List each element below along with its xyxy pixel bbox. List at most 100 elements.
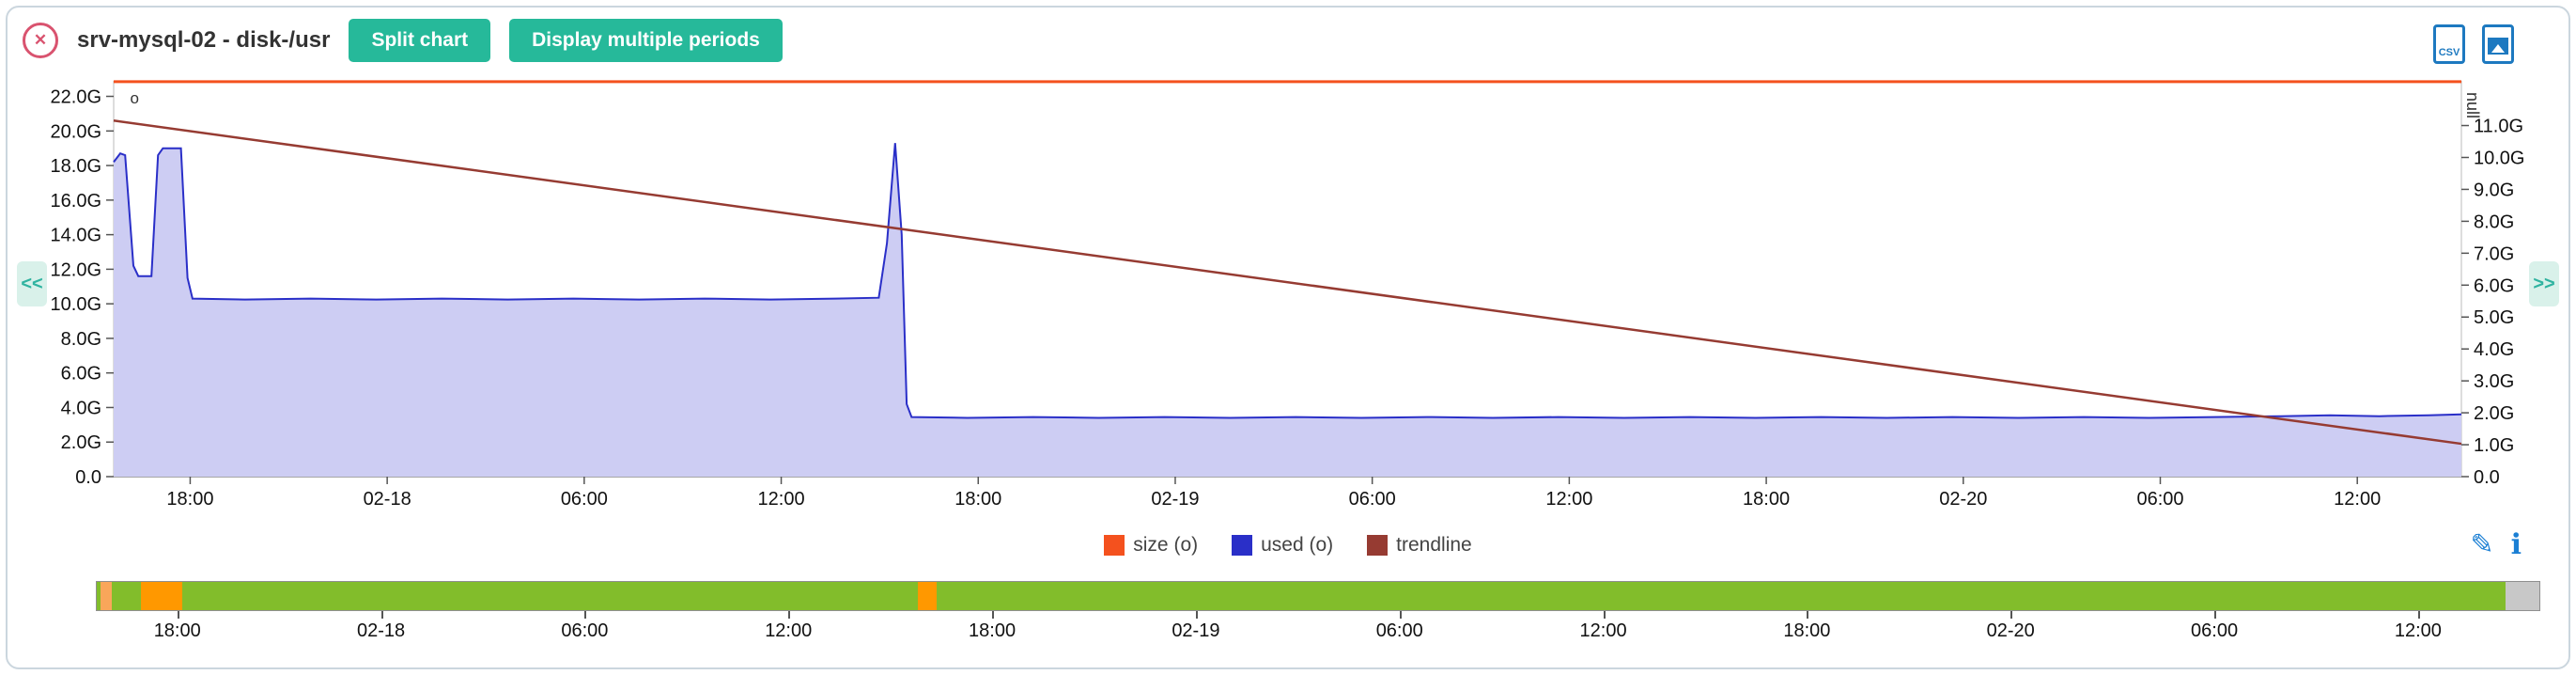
left-tick-label: 16.0G [51, 191, 101, 212]
used-swatch [1232, 535, 1253, 556]
legend-item-trendline: trendline [1367, 534, 1472, 557]
right-tick-label: 9.0G [2474, 180, 2514, 200]
timeline-label: 02-19 [1172, 620, 1220, 641]
left-tick-label: 20.0G [51, 121, 101, 142]
left-tick-label: 4.0G [61, 398, 101, 418]
x-tick-label: 06:00 [2136, 489, 2183, 510]
timeline-tick [1807, 611, 1809, 619]
timeline-tick [788, 611, 791, 619]
legend-label-used: used (o) [1261, 534, 1334, 556]
timeline-label: 12:00 [765, 620, 813, 641]
point-marker: o [130, 89, 138, 107]
left-tick-label: 18.0G [51, 156, 101, 177]
x-tick-label: 12:00 [2334, 489, 2381, 510]
timeline-axis: 18:00 02-18 06:00 12:00 18:00 02-19 06:00 12:00… [96, 619, 2540, 643]
left-tick-label: 22.0G [51, 87, 101, 108]
timeline-label: 18:00 [969, 620, 1016, 641]
timeline-tick [992, 611, 995, 619]
chart-plot[interactable]: 22.0G 20.0G 18.0G 16.0G 14.0G 12.0G 10.0G 8.0G 6… [8, 8, 2570, 530]
left-tick-label: 6.0G [61, 364, 101, 385]
timeline-tick [2417, 611, 2420, 619]
export-toolbar: CSV [2433, 24, 2514, 64]
image-icon [2488, 38, 2508, 55]
legend-item-size: size (o) [1104, 534, 1198, 557]
x-tick-label: 02-18 [364, 489, 411, 510]
timeline-label: 12:00 [1579, 620, 1627, 641]
left-tick-label: 0.0 [75, 467, 101, 488]
timeline-tick [584, 611, 587, 619]
chart-tools: ✎ ℹ [2470, 528, 2522, 561]
x-tick-label: 06:00 [1349, 489, 1396, 510]
timeline-label: 06:00 [561, 620, 609, 641]
timeline-segment [2505, 582, 2539, 610]
legend-item-used: used (o) [1232, 534, 1333, 557]
right-tick-label: 8.0G [2474, 212, 2514, 232]
mountain-glyph [2491, 44, 2505, 53]
left-tick-label: 2.0G [61, 432, 101, 453]
scroll-right-button[interactable]: >> [2529, 261, 2559, 306]
right-tick-label: 10.0G [2474, 148, 2524, 168]
timeline-label: 18:00 [153, 620, 201, 641]
panel-title: srv-mysql-02 - disk-/usr [77, 27, 331, 53]
timeline-segment [917, 582, 938, 610]
legend: size (o) used (o) trendline [8, 534, 2568, 557]
x-tick-label: 06:00 [561, 489, 608, 510]
right-tick-label: 0.0 [2474, 467, 2500, 488]
x-tick-label: 12:00 [758, 489, 805, 510]
timeline-scrollbar[interactable] [96, 581, 2540, 611]
x-tick-label: 18:00 [1743, 489, 1790, 510]
split-chart-button[interactable]: Split chart [349, 19, 491, 62]
trendline-swatch [1367, 535, 1389, 556]
timeline-tick [2214, 611, 2217, 619]
legend-label-size: size (o) [1133, 534, 1199, 556]
left-tick-label: 10.0G [51, 294, 101, 315]
trendline-line [113, 119, 2462, 446]
timeline-segment [140, 582, 182, 610]
right-tick-label: 5.0G [2474, 307, 2514, 328]
timeline-label: 02-20 [1986, 620, 2035, 641]
scroll-left-button[interactable]: << [17, 261, 47, 306]
timeline-ticks [96, 611, 2540, 619]
right-axis-title: null [2463, 92, 2482, 118]
right-tick-label: 2.0G [2474, 403, 2514, 424]
timeline-label: 02-18 [356, 620, 406, 641]
right-tick-label: 7.0G [2474, 243, 2514, 264]
timeline-label: 06:00 [2191, 620, 2239, 641]
timeline: 18:00 02-18 06:00 12:00 18:00 02-19 06:00 12:00… [96, 581, 2540, 643]
timeline-segment [100, 582, 112, 610]
timeline-tick [177, 611, 179, 619]
panel-header: ✕ srv-mysql-02 - disk-/usr Split chart D… [23, 17, 783, 64]
timeline-tick [380, 611, 383, 619]
x-tick-label: 18:00 [954, 489, 1001, 510]
x-tick-label: 02-20 [1939, 489, 1987, 510]
right-tick-label: 1.0G [2474, 435, 2514, 456]
info-icon[interactable]: ℹ [2510, 529, 2522, 560]
used-line [113, 143, 2462, 419]
edit-icon[interactable]: ✎ [2470, 529, 2494, 560]
x-tick-label: 12:00 [1545, 489, 1592, 510]
timeline-tick [1195, 611, 1198, 619]
timeline-label: 06:00 [1375, 620, 1423, 641]
x-tick-label: 18:00 [166, 489, 213, 510]
timeline-label: 18:00 [1783, 620, 1831, 641]
left-tick-label: 14.0G [51, 226, 101, 246]
right-tick-label: 6.0G [2474, 275, 2514, 296]
used-area [114, 143, 2461, 477]
export-image-button[interactable] [2482, 24, 2514, 64]
csv-icon: CSV [2438, 47, 2460, 58]
right-tick-label: 11.0G [2474, 117, 2523, 137]
x-tick-label: 02-19 [1151, 489, 1199, 510]
close-icon: ✕ [33, 31, 48, 49]
timeline-tick [2010, 611, 2013, 619]
left-tick-label: 8.0G [61, 329, 101, 350]
timeline-tick [1399, 611, 1402, 619]
right-tick-label: 4.0G [2474, 339, 2514, 360]
close-button[interactable]: ✕ [23, 23, 58, 58]
timeline-label: 12:00 [2394, 620, 2442, 641]
chart-panel: 22.0G 20.0G 18.0G 16.0G 14.0G 12.0G 10.0G 8.0G 6… [6, 6, 2570, 669]
right-tick-label: 3.0G [2474, 371, 2514, 392]
left-tick-label: 12.0G [51, 259, 101, 280]
timeline-tick [1603, 611, 1606, 619]
export-csv-button[interactable]: CSV [2433, 24, 2465, 64]
display-multiple-periods-button[interactable]: Display multiple periods [509, 19, 783, 62]
